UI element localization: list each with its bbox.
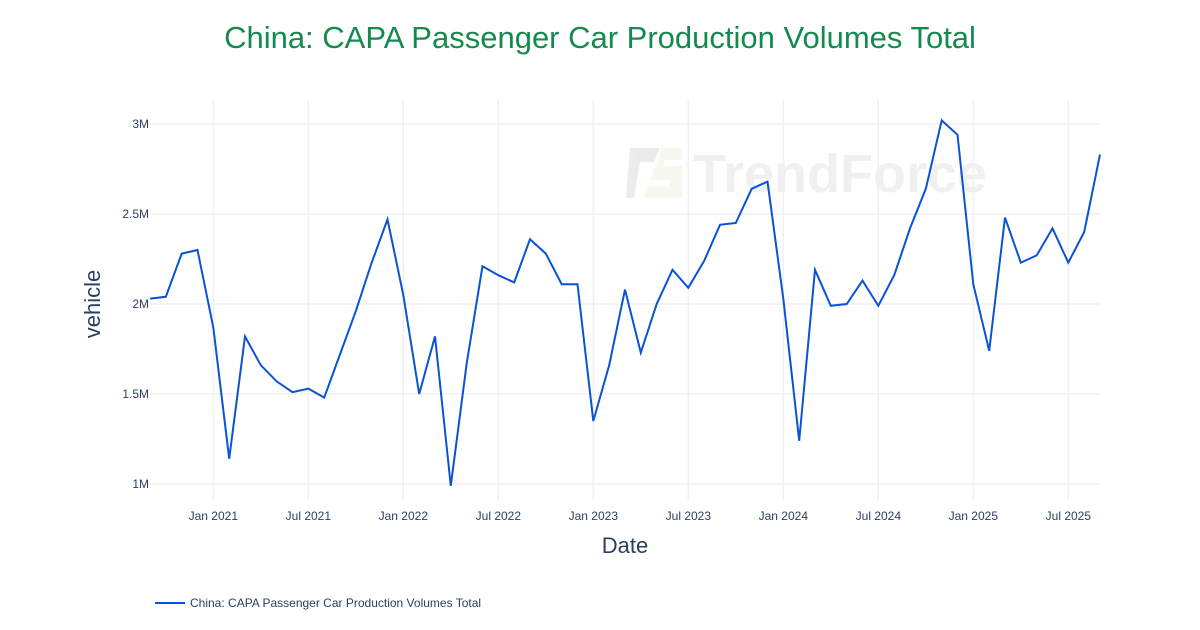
data-point[interactable] — [970, 281, 976, 287]
data-point[interactable] — [717, 222, 723, 228]
data-point[interactable] — [480, 263, 486, 269]
x-tick-label: Jan 2022 — [379, 509, 429, 523]
data-point[interactable] — [147, 296, 153, 302]
data-point[interactable] — [986, 348, 992, 354]
data-point[interactable] — [654, 301, 660, 307]
data-point[interactable] — [448, 483, 454, 489]
legend-item[interactable]: China: CAPA Passenger Car Production Vol… — [155, 596, 481, 610]
legend-label: China: CAPA Passenger Car Production Vol… — [190, 596, 482, 610]
data-point[interactable] — [385, 216, 391, 222]
data-point[interactable] — [606, 362, 612, 368]
data-point[interactable] — [163, 294, 169, 300]
data-point[interactable] — [369, 260, 375, 266]
data-point[interactable] — [242, 333, 248, 339]
data-point[interactable] — [796, 438, 802, 444]
data-point[interactable] — [464, 360, 470, 366]
data-point[interactable] — [875, 303, 881, 309]
data-point[interactable] — [179, 251, 185, 257]
data-point[interactable] — [1081, 229, 1087, 235]
chart-title: China: CAPA Passenger Car Production Vol… — [224, 20, 976, 55]
x-tick-label: Jan 2023 — [569, 509, 619, 523]
data-point[interactable] — [290, 389, 296, 395]
data-point[interactable] — [1097, 152, 1103, 158]
data-point[interactable] — [860, 278, 866, 284]
svg-text:TrendForce: TrendForce — [693, 144, 987, 204]
data-point[interactable] — [543, 251, 549, 257]
data-point[interactable] — [701, 258, 707, 264]
data-point[interactable] — [527, 236, 533, 242]
data-point[interactable] — [416, 391, 422, 397]
x-tick-label: Jul 2022 — [476, 509, 522, 523]
data-point[interactable] — [258, 362, 264, 368]
y-tick-label: 3M — [132, 117, 149, 131]
legend-line-swatch — [155, 602, 185, 604]
y-tick-label: 1M — [132, 477, 149, 491]
data-point[interactable] — [590, 418, 596, 424]
data-point[interactable] — [575, 281, 581, 287]
data-point[interactable] — [1065, 260, 1071, 266]
data-point[interactable] — [432, 333, 438, 339]
x-axis-title: Date — [602, 533, 648, 558]
y-axis-title: vehicle — [80, 270, 105, 338]
x-tick-label: Jan 2025 — [949, 509, 999, 523]
trendforce-watermark-logo: TrendForce — [626, 144, 987, 204]
data-point[interactable] — [1050, 225, 1056, 231]
data-point[interactable] — [495, 272, 501, 278]
data-point[interactable] — [274, 378, 280, 384]
data-point[interactable] — [685, 285, 691, 291]
data-point[interactable] — [670, 267, 676, 273]
data-point[interactable] — [733, 220, 739, 226]
data-point[interactable] — [321, 395, 327, 401]
data-point[interactable] — [511, 279, 517, 285]
x-tick-label: Jul 2025 — [1046, 509, 1092, 523]
x-tick-label: Jan 2024 — [759, 509, 809, 523]
data-point[interactable] — [749, 186, 755, 192]
x-tick-label: Jul 2021 — [286, 509, 332, 523]
data-point[interactable] — [226, 456, 232, 462]
data-point[interactable] — [923, 186, 929, 192]
x-tick-label: Jul 2024 — [856, 509, 902, 523]
data-point[interactable] — [353, 308, 359, 314]
data-point[interactable] — [305, 386, 311, 392]
y-tick-label: 2M — [132, 297, 149, 311]
x-tick-label: Jan 2021 — [189, 509, 239, 523]
data-point[interactable] — [1002, 215, 1008, 221]
series-line — [149, 118, 1101, 486]
data-point[interactable] — [765, 179, 771, 185]
data-point[interactable] — [559, 281, 565, 287]
data-point[interactable] — [812, 267, 818, 273]
data-point[interactable] — [939, 117, 945, 123]
data-point[interactable] — [955, 132, 961, 138]
x-tick-label: Jul 2023 — [666, 509, 712, 523]
data-point[interactable] — [638, 350, 644, 356]
data-point[interactable] — [622, 287, 628, 293]
data-point[interactable] — [195, 247, 201, 253]
data-point[interactable] — [210, 324, 216, 330]
y-tick-label: 1.5M — [122, 387, 149, 401]
data-point[interactable] — [828, 303, 834, 309]
data-point[interactable] — [891, 272, 897, 278]
y-tick-label: 2.5M — [122, 207, 149, 221]
data-point[interactable] — [400, 292, 406, 298]
data-point[interactable] — [844, 301, 850, 307]
data-point[interactable] — [780, 296, 786, 302]
data-point[interactable] — [1018, 260, 1024, 266]
data-point[interactable] — [907, 225, 913, 231]
data-point[interactable] — [1034, 252, 1040, 258]
data-point[interactable] — [337, 351, 343, 357]
